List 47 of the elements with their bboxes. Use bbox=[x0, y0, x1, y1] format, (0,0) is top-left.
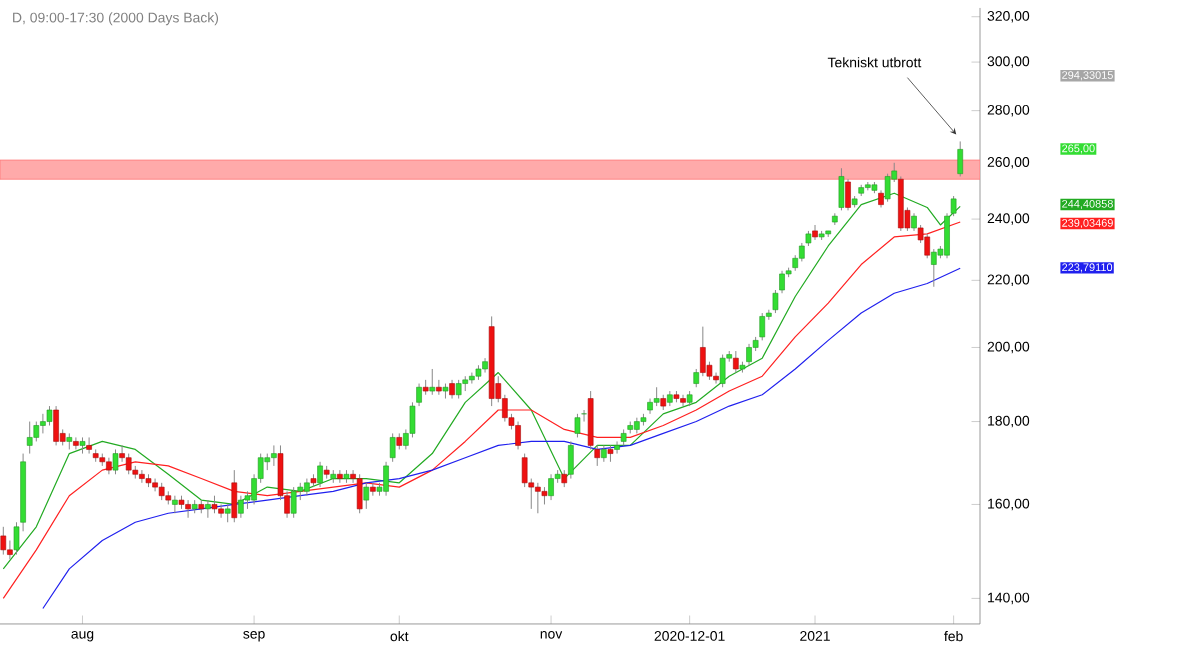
candlestick bbox=[363, 482, 370, 510]
candlestick bbox=[46, 405, 53, 426]
candlestick bbox=[231, 469, 238, 523]
candlestick bbox=[238, 495, 244, 519]
candlestick bbox=[271, 444, 277, 467]
candlestick bbox=[370, 482, 376, 497]
candlestick bbox=[185, 499, 191, 519]
candlestick bbox=[205, 499, 211, 519]
candlestick bbox=[290, 486, 297, 519]
candlestick bbox=[845, 178, 851, 211]
candlestick bbox=[535, 482, 541, 514]
candlestick bbox=[719, 354, 726, 388]
candlestick bbox=[112, 448, 119, 475]
candlestick bbox=[455, 379, 462, 400]
candlestick bbox=[0, 526, 7, 556]
candlestick bbox=[436, 379, 442, 396]
candlestick bbox=[53, 405, 59, 446]
candlestick bbox=[429, 368, 436, 396]
candlestick bbox=[680, 394, 686, 407]
candlestick bbox=[548, 473, 554, 501]
candlestick bbox=[449, 379, 455, 400]
candlestick bbox=[73, 436, 79, 450]
candlestick bbox=[653, 386, 660, 407]
candlestick bbox=[172, 495, 178, 514]
candlestick bbox=[125, 453, 132, 475]
candlestick bbox=[356, 473, 363, 514]
candlestick bbox=[614, 440, 620, 455]
candlestick bbox=[733, 350, 739, 374]
line-series bbox=[42, 267, 961, 610]
candlestick bbox=[139, 469, 145, 484]
candlestick bbox=[152, 478, 158, 492]
candlestick bbox=[389, 432, 396, 463]
candlestick bbox=[40, 413, 46, 434]
candlestick bbox=[838, 167, 845, 211]
candlestick bbox=[383, 461, 389, 497]
candlestick bbox=[337, 469, 343, 484]
candlestick bbox=[469, 372, 475, 385]
candlestick bbox=[86, 436, 92, 455]
candlestick bbox=[746, 343, 752, 366]
candlestick bbox=[568, 440, 574, 480]
candlestick bbox=[957, 140, 964, 177]
candlestick bbox=[26, 421, 33, 455]
candlestick bbox=[812, 224, 818, 241]
candlestick bbox=[317, 461, 323, 488]
candlestick bbox=[218, 503, 224, 519]
candlestick bbox=[574, 413, 581, 438]
candlestick bbox=[515, 421, 521, 450]
